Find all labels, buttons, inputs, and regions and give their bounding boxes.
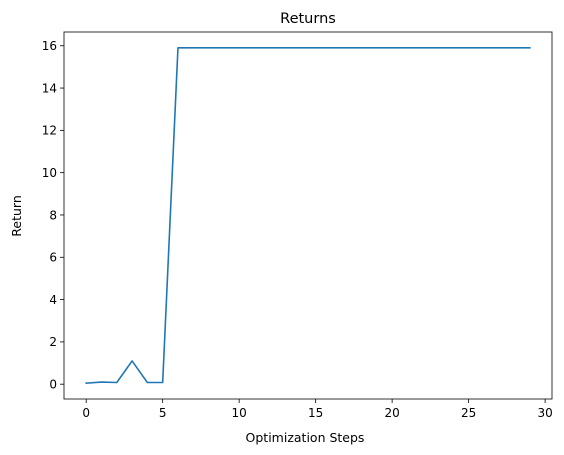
y-tick-label: 2 bbox=[49, 335, 57, 349]
chart-title: Returns bbox=[280, 11, 336, 27]
x-tick-label: 15 bbox=[308, 406, 323, 420]
y-tick-label: 12 bbox=[42, 124, 57, 138]
y-tick-label: 14 bbox=[42, 81, 57, 95]
y-axis-label: Return bbox=[9, 195, 24, 236]
x-axis-ticks: 0 5 10 15 20 25 30 bbox=[82, 399, 553, 420]
y-tick-label: 4 bbox=[49, 293, 57, 307]
x-tick-label: 20 bbox=[384, 406, 399, 420]
y-tick-label: 10 bbox=[42, 166, 57, 180]
x-tick-label: 5 bbox=[159, 406, 167, 420]
x-tick-label: 0 bbox=[82, 406, 90, 420]
series-layer bbox=[85, 47, 531, 384]
y-tick-label: 6 bbox=[49, 251, 57, 265]
y-axis-ticks: 0 2 4 6 8 10 12 14 16 bbox=[42, 39, 64, 391]
x-axis-label: Optimization Steps bbox=[246, 430, 365, 445]
x-tick-label: 25 bbox=[461, 406, 476, 420]
y-tick-label: 16 bbox=[42, 39, 57, 53]
x-tick-label: 30 bbox=[537, 406, 552, 420]
axes-frame bbox=[63, 31, 553, 400]
y-tick-label: 8 bbox=[49, 208, 57, 222]
returns-series-line bbox=[85, 47, 531, 384]
x-tick-label: 10 bbox=[232, 406, 247, 420]
y-tick-label: 0 bbox=[49, 377, 57, 391]
plot-area: 0 5 10 15 20 25 30 0 2 4 6 8 10 12 14 16 bbox=[42, 31, 553, 420]
